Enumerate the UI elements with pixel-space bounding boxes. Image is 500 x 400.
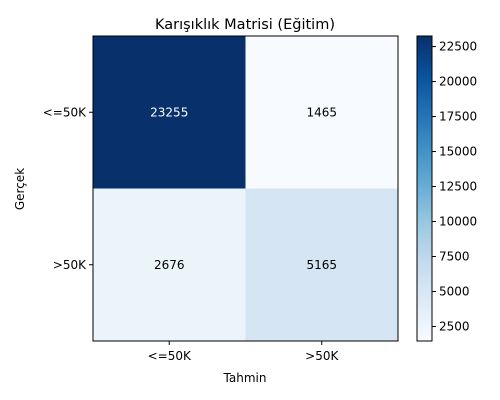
cell-value-label: 5165 (306, 258, 337, 272)
plot-frame (92, 35, 399, 342)
heatmap-cell-r1-c1 (245, 188, 399, 342)
chart-title: Karışıklık Matrisi (Eğitim) (155, 17, 335, 33)
colorbar-tick-label: 20000 (439, 75, 477, 89)
x-axis-ticks: <=50K >50K (148, 341, 339, 363)
heatmap-cell-r0-c0 (93, 36, 246, 189)
colorbar-tick-label: 12500 (439, 180, 477, 194)
cell-value-label: 23255 (150, 105, 188, 119)
cell-value-label: 2676 (154, 258, 185, 272)
colorbar-tick-label: 15000 (439, 145, 477, 159)
heatmap-cell-r1-c0 (93, 188, 246, 342)
colorbar (417, 36, 432, 341)
colorbar-tick-label: 10000 (439, 215, 477, 229)
colorbar-tick-label: 2500 (439, 320, 470, 334)
x-axis-label: Tahmin (223, 371, 267, 385)
colorbar-tick-label: 7500 (439, 250, 470, 264)
colorbar-tick-label: 17500 (439, 110, 477, 124)
heatmap-cell-r0-c1 (245, 36, 399, 189)
colorbar-tick-label: 5000 (439, 285, 470, 299)
y-tick-label: >50K (53, 258, 87, 272)
y-axis-label: Gerçek (13, 168, 27, 210)
colorbar-tick-label: 22500 (439, 40, 477, 54)
heatmap-cells (93, 36, 399, 342)
y-tick-label: <=50K (43, 105, 87, 119)
x-tick-label: <=50K (148, 349, 192, 363)
cell-value-label: 1465 (306, 105, 337, 119)
x-tick-label: >50K (305, 349, 339, 363)
heatmap-cell-labels: 23255 1465 2676 5165 (150, 105, 337, 272)
colorbar-frame (416, 35, 433, 342)
colorbar-ticks: 2500 5000 7500 10000 12500 15000 17500 20000 225… (432, 40, 477, 334)
y-axis-ticks: <=50K >50K (43, 105, 93, 272)
